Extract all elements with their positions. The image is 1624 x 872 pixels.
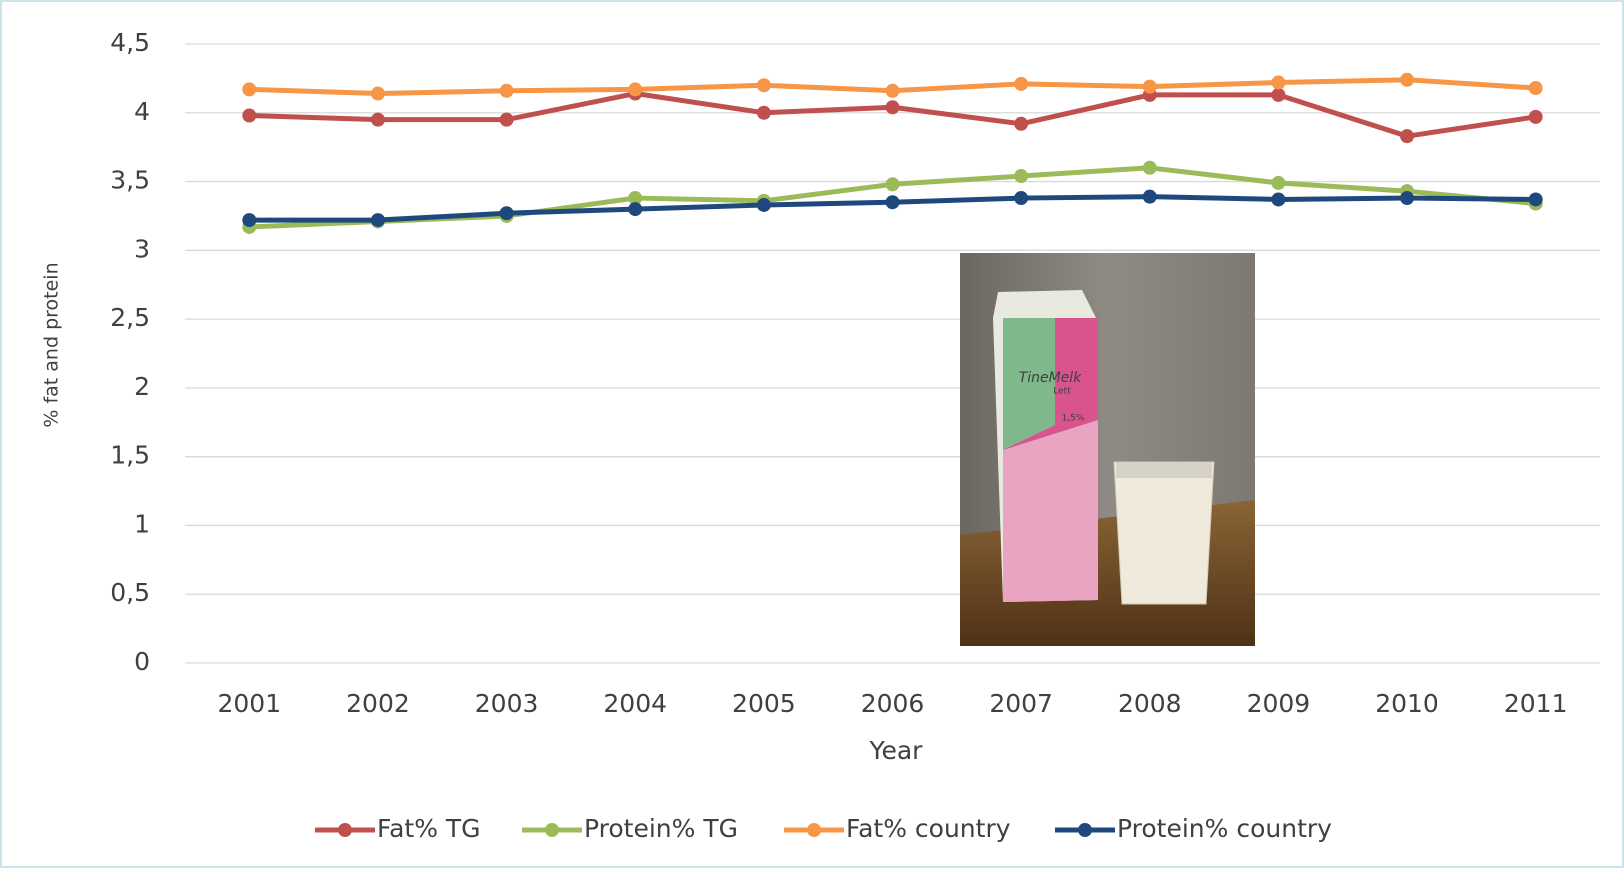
plot: 0 0,5 1 1,5 2 2,5 3 3,5 4 4,5 2001 2002 2003 2004 2005…	[110, 28, 1600, 718]
data-point	[885, 177, 900, 192]
y-tick-label: 3,5	[110, 166, 150, 195]
x-tick-label: 2004	[603, 689, 667, 718]
data-point	[1400, 72, 1415, 87]
data-point	[242, 82, 257, 97]
y-tick-label: 2,5	[110, 303, 150, 332]
data-point	[1400, 191, 1415, 206]
x-tick-label: 2005	[732, 689, 796, 718]
x-tick-label: 2006	[861, 689, 925, 718]
legend-label: Fat% TG	[377, 814, 481, 843]
data-point	[1142, 79, 1157, 94]
x-tick-label: 2007	[989, 689, 1053, 718]
data-point	[1400, 129, 1415, 144]
data-point	[370, 112, 385, 127]
data-point	[499, 83, 514, 98]
data-point	[1142, 160, 1157, 175]
data-point	[499, 112, 514, 127]
y-tick-label: 0,5	[110, 578, 150, 607]
legend-marker	[338, 823, 352, 837]
data-point	[370, 213, 385, 228]
data-point	[1271, 75, 1286, 90]
data-point	[1014, 116, 1029, 131]
carton-text: Lett	[1053, 387, 1071, 397]
data-point	[370, 86, 385, 101]
carton-text: TineMelk	[1019, 370, 1083, 386]
data-point	[628, 191, 643, 206]
y-tick-label: 2	[134, 372, 150, 401]
data-point	[242, 108, 257, 123]
x-tick-label: 2011	[1504, 689, 1568, 718]
x-tick-label: 2001	[218, 689, 282, 718]
data-point	[1271, 175, 1286, 190]
photo: TineMelk Lett 1,5%	[960, 253, 1255, 646]
legend-label: Fat% country	[846, 814, 1011, 843]
legend-label: Protein% TG	[584, 814, 738, 843]
legend-marker	[545, 823, 559, 837]
y-axis-label: % fat and protein	[41, 262, 63, 427]
x-tick-label: 2003	[475, 689, 539, 718]
x-axis-label: Year	[869, 736, 924, 765]
data-point	[1528, 109, 1543, 124]
data-point	[628, 82, 643, 97]
legend-label: Protein% country	[1117, 814, 1332, 843]
x-tick-label: 2009	[1247, 689, 1311, 718]
data-point	[1271, 87, 1286, 102]
data-point	[1528, 81, 1543, 96]
y-tick-label: 0	[134, 647, 150, 676]
y-tick-label: 3	[134, 234, 150, 263]
data-point	[499, 206, 514, 221]
data-point	[756, 78, 771, 93]
legend-marker	[807, 823, 821, 837]
data-point	[885, 100, 900, 115]
data-point	[885, 83, 900, 98]
legend-marker	[1078, 823, 1092, 837]
data-point	[628, 202, 643, 217]
y-tick-label: 1,5	[110, 441, 150, 470]
legend: Fat% TG Protein% TG Fat% country Protein% c…	[315, 814, 1332, 843]
data-point	[1142, 189, 1157, 204]
y-tick-label: 1	[134, 509, 150, 538]
data-point	[1014, 191, 1029, 206]
x-tick-label: 2008	[1118, 689, 1182, 718]
x-tick-label: 2010	[1375, 689, 1439, 718]
data-point	[1014, 169, 1029, 184]
data-point	[1271, 192, 1286, 207]
y-tick-label: 4	[134, 97, 150, 126]
x-tick-label: 2002	[346, 689, 410, 718]
data-point	[756, 105, 771, 120]
y-tick-label: 4,5	[110, 28, 150, 57]
data-point	[885, 195, 900, 210]
data-point	[1528, 192, 1543, 207]
data-point	[1014, 76, 1029, 91]
data-point	[242, 213, 257, 228]
data-point	[756, 197, 771, 212]
carton-text: 1,5%	[1062, 414, 1085, 424]
